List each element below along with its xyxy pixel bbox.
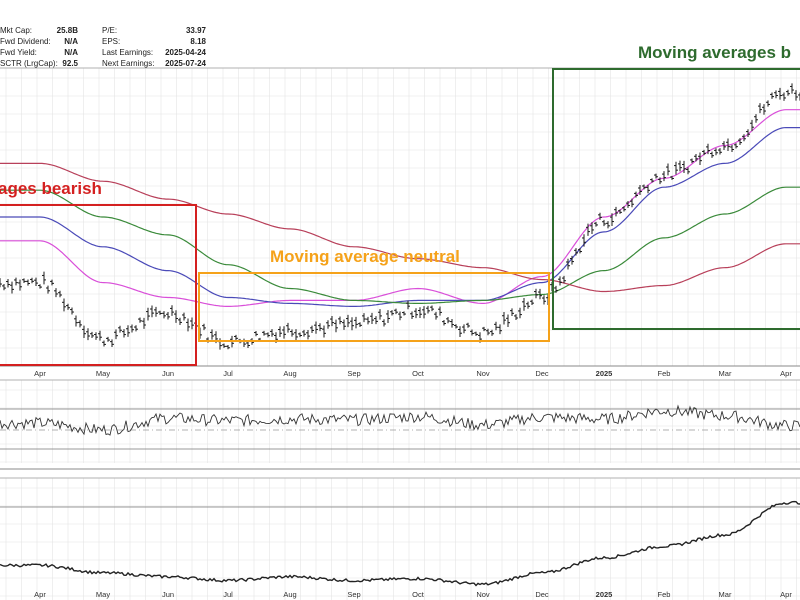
month-label: Nov (476, 369, 490, 378)
bullish-box (552, 68, 800, 330)
relative-strength-line (0, 500, 800, 587)
month-label: Apr (780, 590, 792, 599)
ma-longest-line (0, 162, 800, 293)
month-label: Jul (223, 590, 233, 599)
stat-label: Next Earnings: (102, 59, 155, 68)
month-label: Nov (476, 590, 490, 599)
stat-value: 8.18 (190, 37, 206, 46)
month-label: Dec (535, 590, 549, 599)
annotation-bearish: ages bearish (0, 179, 102, 198)
month-label: Apr (34, 590, 46, 599)
month-label: Mar (719, 369, 732, 378)
month-label: Jun (162, 369, 174, 378)
stat-value: 2025-07-24 (165, 59, 206, 68)
stat-value: N/A (64, 48, 78, 57)
month-label: Sep (347, 369, 360, 378)
month-label: Oct (412, 590, 425, 599)
month-label: Aug (283, 590, 296, 599)
month-label: Apr (34, 369, 46, 378)
annotation-neutral: Moving average neutral (270, 247, 460, 266)
month-label: May (96, 369, 110, 378)
month-label: Oct (412, 369, 425, 378)
stat-value: 2025-04-24 (165, 48, 206, 57)
stat-label: EPS: (102, 37, 121, 46)
stat-value: N/A (64, 37, 78, 46)
stat-label: Fwd Dividend: (0, 37, 51, 46)
stat-label: Mkt Cap: (0, 26, 33, 35)
bearish-box (0, 204, 197, 366)
month-label: 2025 (596, 590, 613, 599)
month-label: May (96, 590, 110, 599)
oscillator-line (0, 404, 800, 436)
month-label: Mar (719, 590, 732, 599)
month-label: Dec (535, 369, 549, 378)
stat-label: P/E: (102, 26, 118, 35)
stat-label: Fwd Yield: (0, 48, 37, 57)
month-label: Jul (223, 369, 233, 378)
month-label: Feb (658, 590, 671, 599)
stat-label: SCTR (LrgCap): (0, 59, 58, 68)
stats-header-left: Mkt Cap: 25.8B Fwd Dividend: N/A Fwd Yield: N… (0, 26, 100, 70)
month-label: Jun (162, 590, 174, 599)
stat-label: Last Earnings: (102, 48, 154, 57)
stats-header-right: P/E: 33.97 EPS: 8.18 Last Earnings: 2025-04-2… (102, 26, 212, 70)
ma-mid-line (0, 126, 800, 307)
month-label: 2025 (596, 369, 613, 378)
month-label: Sep (347, 590, 360, 599)
stat-value: 92.5 (62, 59, 78, 68)
month-label: Feb (658, 369, 671, 378)
stat-value: 33.97 (185, 26, 206, 35)
stat-value: 25.8B (56, 26, 78, 35)
neutral-box (198, 272, 550, 342)
ma-long-line (0, 186, 800, 304)
ma-short-line (0, 109, 800, 307)
month-label: Aug (283, 369, 296, 378)
month-label: Apr (780, 369, 792, 378)
annotation-bullish: Moving averages b (638, 43, 791, 62)
